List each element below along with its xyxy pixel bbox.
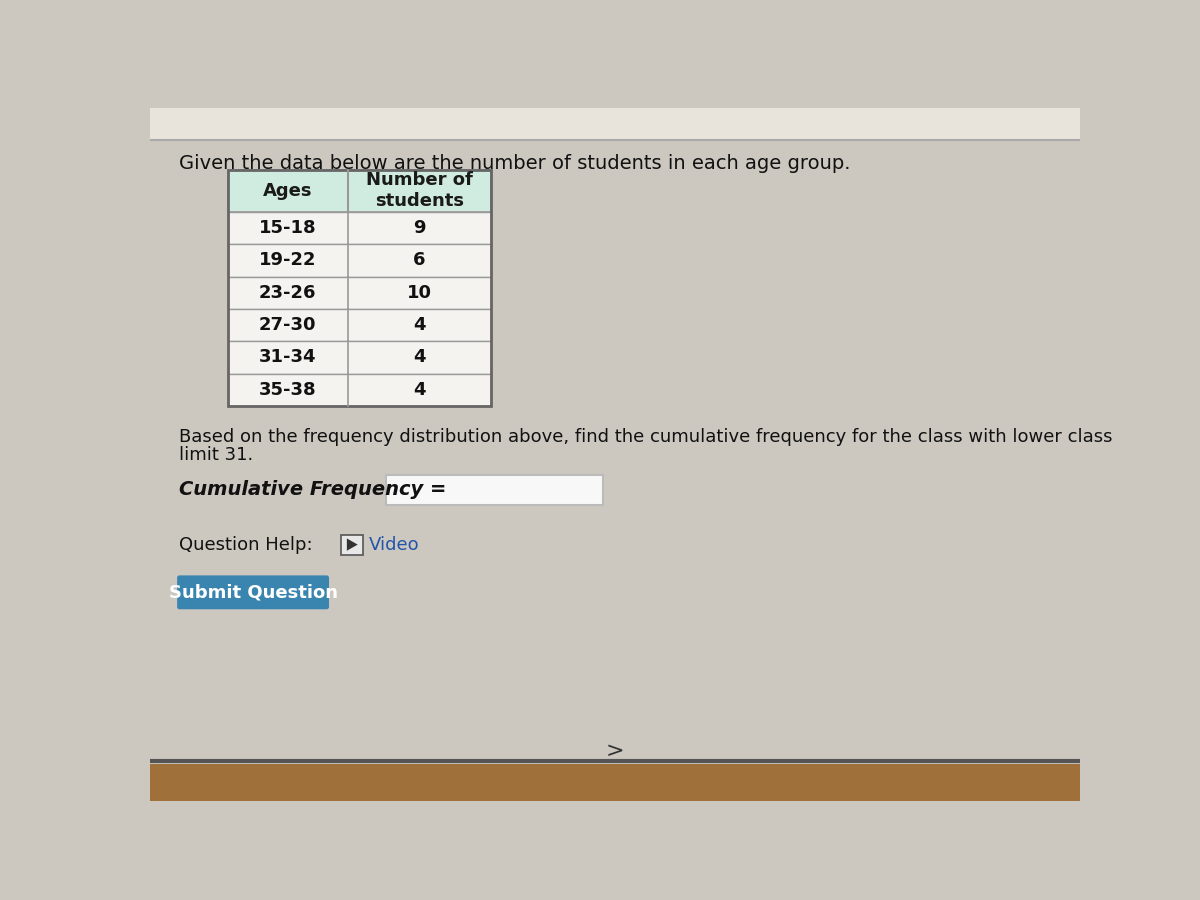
FancyBboxPatch shape (342, 536, 364, 555)
Text: Cumulative Frequency =: Cumulative Frequency = (180, 480, 446, 499)
FancyBboxPatch shape (178, 575, 329, 609)
Text: 23-26: 23-26 (259, 284, 317, 302)
Text: >: > (606, 741, 624, 761)
Text: Number of
students: Number of students (366, 171, 473, 211)
Text: limit 31.: limit 31. (180, 446, 253, 464)
Text: Given the data below are the number of students in each age group.: Given the data below are the number of s… (180, 154, 851, 173)
Text: Question Help:: Question Help: (180, 536, 313, 554)
FancyBboxPatch shape (150, 764, 1080, 801)
Text: Ages: Ages (263, 182, 312, 200)
Text: 9: 9 (413, 219, 426, 237)
Text: Video: Video (368, 536, 419, 554)
Text: Submit Question: Submit Question (168, 583, 337, 601)
FancyBboxPatch shape (386, 475, 604, 505)
FancyBboxPatch shape (150, 108, 1080, 139)
Text: 19-22: 19-22 (259, 251, 317, 269)
Text: 4: 4 (413, 348, 426, 366)
FancyBboxPatch shape (228, 309, 491, 341)
FancyBboxPatch shape (228, 341, 491, 374)
Text: 15-18: 15-18 (259, 219, 317, 237)
Text: 10: 10 (407, 284, 432, 302)
Text: 4: 4 (413, 381, 426, 399)
FancyBboxPatch shape (228, 374, 491, 406)
FancyBboxPatch shape (228, 276, 491, 309)
Text: Based on the frequency distribution above, find the cumulative frequency for the: Based on the frequency distribution abov… (180, 428, 1112, 446)
Text: 35-38: 35-38 (259, 381, 317, 399)
FancyBboxPatch shape (228, 169, 491, 211)
Text: 6: 6 (413, 251, 426, 269)
Text: 31-34: 31-34 (259, 348, 317, 366)
Text: 27-30: 27-30 (259, 316, 317, 334)
FancyBboxPatch shape (228, 212, 491, 244)
Polygon shape (347, 538, 358, 551)
Text: 4: 4 (413, 316, 426, 334)
FancyBboxPatch shape (228, 244, 491, 276)
